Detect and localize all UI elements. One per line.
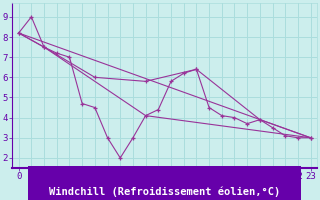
X-axis label: Windchill (Refroidissement éolien,°C): Windchill (Refroidissement éolien,°C): [49, 187, 280, 197]
